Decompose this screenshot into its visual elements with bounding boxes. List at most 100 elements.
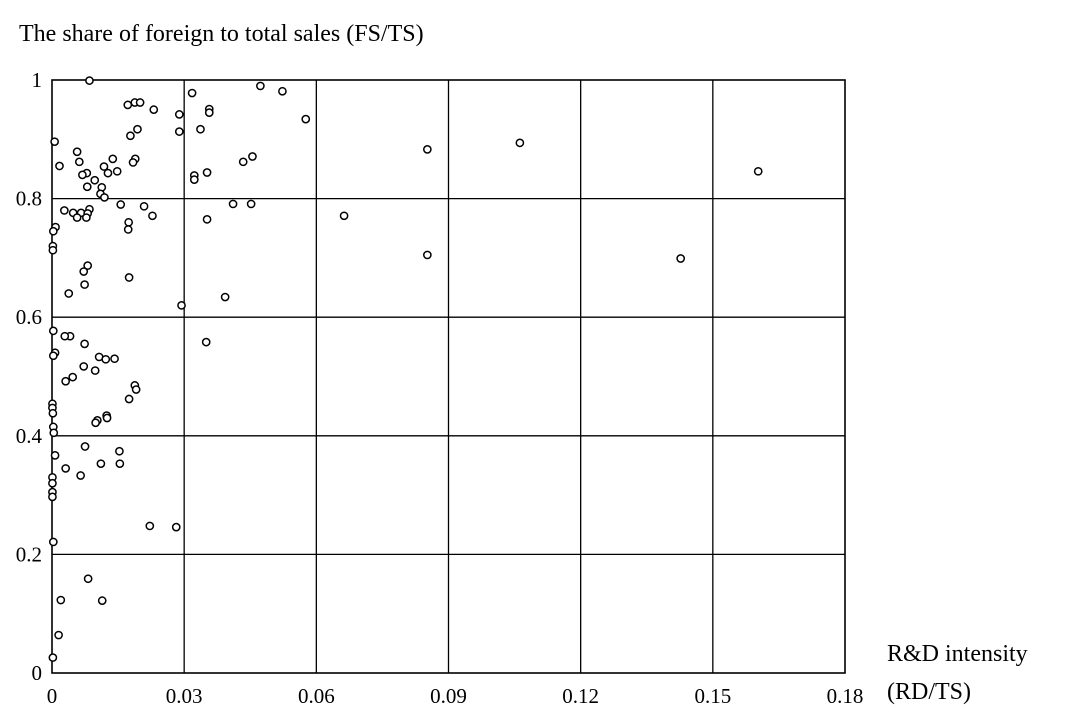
data-point [59, 206, 69, 215]
y-tick-label: 0.2 [16, 542, 42, 566]
data-point [248, 152, 257, 161]
data-point [112, 166, 122, 176]
data-point [78, 170, 87, 180]
data-point [148, 211, 157, 221]
data-point [108, 154, 118, 164]
data-point [246, 199, 256, 209]
y-tick-label: 0 [32, 661, 43, 685]
chart-title: The share of foreign to total sales (FS/… [19, 21, 424, 47]
data-point [50, 451, 60, 460]
data-point [80, 339, 89, 349]
data-point [753, 166, 763, 176]
data-point [72, 213, 82, 222]
data-point [79, 362, 89, 371]
data-point [123, 225, 133, 234]
data-point [124, 217, 134, 227]
x-axis-label: R&D intensity [887, 641, 1028, 667]
data-point [423, 145, 432, 154]
data-point [80, 442, 90, 451]
x-tick-label: 0.09 [430, 684, 467, 708]
data-point [49, 428, 59, 438]
x-tick-label: 0.03 [166, 684, 203, 708]
data-point [68, 372, 78, 382]
data-point [91, 418, 100, 428]
data-point [82, 213, 91, 222]
data-point [48, 653, 58, 662]
grid [52, 80, 845, 673]
data-point [177, 300, 186, 310]
data-point [85, 76, 94, 85]
data-point [115, 446, 124, 456]
plot-frame [51, 79, 846, 674]
data-point [82, 182, 92, 192]
data-point [220, 292, 230, 302]
data-point [48, 492, 57, 502]
data-point [256, 81, 265, 91]
data-point [48, 245, 58, 255]
y-tick-label: 0.8 [16, 187, 42, 211]
data-point [99, 162, 109, 171]
data-point [48, 351, 58, 361]
data-point [102, 413, 112, 423]
data-point [64, 289, 74, 298]
data-point [128, 158, 138, 167]
data-point [74, 157, 84, 167]
data-point [339, 211, 349, 221]
data-point [171, 522, 181, 532]
data-point [202, 168, 212, 177]
data-point [56, 595, 66, 605]
data-point [48, 478, 57, 488]
data-point [76, 471, 85, 480]
data-point [423, 250, 432, 260]
data-point [238, 157, 248, 167]
data-point [48, 408, 58, 418]
data-point [189, 175, 199, 184]
data-point [676, 254, 686, 263]
data-point [145, 521, 155, 531]
data-point [301, 114, 311, 124]
x-tick-label: 0.06 [298, 684, 335, 708]
data-point [72, 147, 82, 157]
data-point [55, 161, 64, 171]
y-tick-label: 1 [32, 68, 43, 92]
data-point [115, 459, 125, 469]
data-point [187, 88, 197, 98]
x-tick-labels: 0 0.03 0.06 0.09 0.12 0.15 0.18 [47, 684, 864, 708]
data-point [110, 354, 119, 364]
data-point [174, 110, 184, 119]
data-point [61, 464, 71, 473]
y-tick-labels: 0 0.2 0.4 0.6 0.8 1 [16, 68, 43, 685]
data-point [97, 596, 107, 606]
data-point [149, 105, 159, 115]
data-point [135, 98, 145, 107]
data-point [196, 124, 205, 134]
data-point [50, 137, 59, 147]
data-point [48, 537, 58, 547]
data-point [515, 138, 525, 148]
data-point [133, 124, 142, 134]
data-points [48, 76, 763, 662]
y-tick-label: 0.6 [16, 305, 42, 329]
data-point [48, 326, 58, 336]
data-point [201, 337, 211, 347]
x-tick-label: 0.12 [562, 684, 599, 708]
x-axis-label-units: (RD/TS) [887, 679, 971, 705]
data-point [100, 193, 109, 202]
data-point [60, 331, 70, 341]
x-tick-label: 0 [47, 684, 58, 708]
y-tick-label: 0.4 [16, 424, 43, 448]
data-point [228, 199, 238, 209]
data-point [96, 459, 106, 469]
data-point [123, 100, 133, 110]
data-point [103, 168, 113, 178]
x-tick-label: 0.18 [827, 684, 864, 708]
data-point [83, 574, 93, 584]
data-point [90, 366, 100, 375]
data-point [79, 267, 89, 276]
data-point [54, 630, 63, 640]
data-point [80, 280, 89, 289]
data-point [139, 201, 149, 211]
data-point [278, 86, 287, 96]
data-point [174, 127, 184, 136]
